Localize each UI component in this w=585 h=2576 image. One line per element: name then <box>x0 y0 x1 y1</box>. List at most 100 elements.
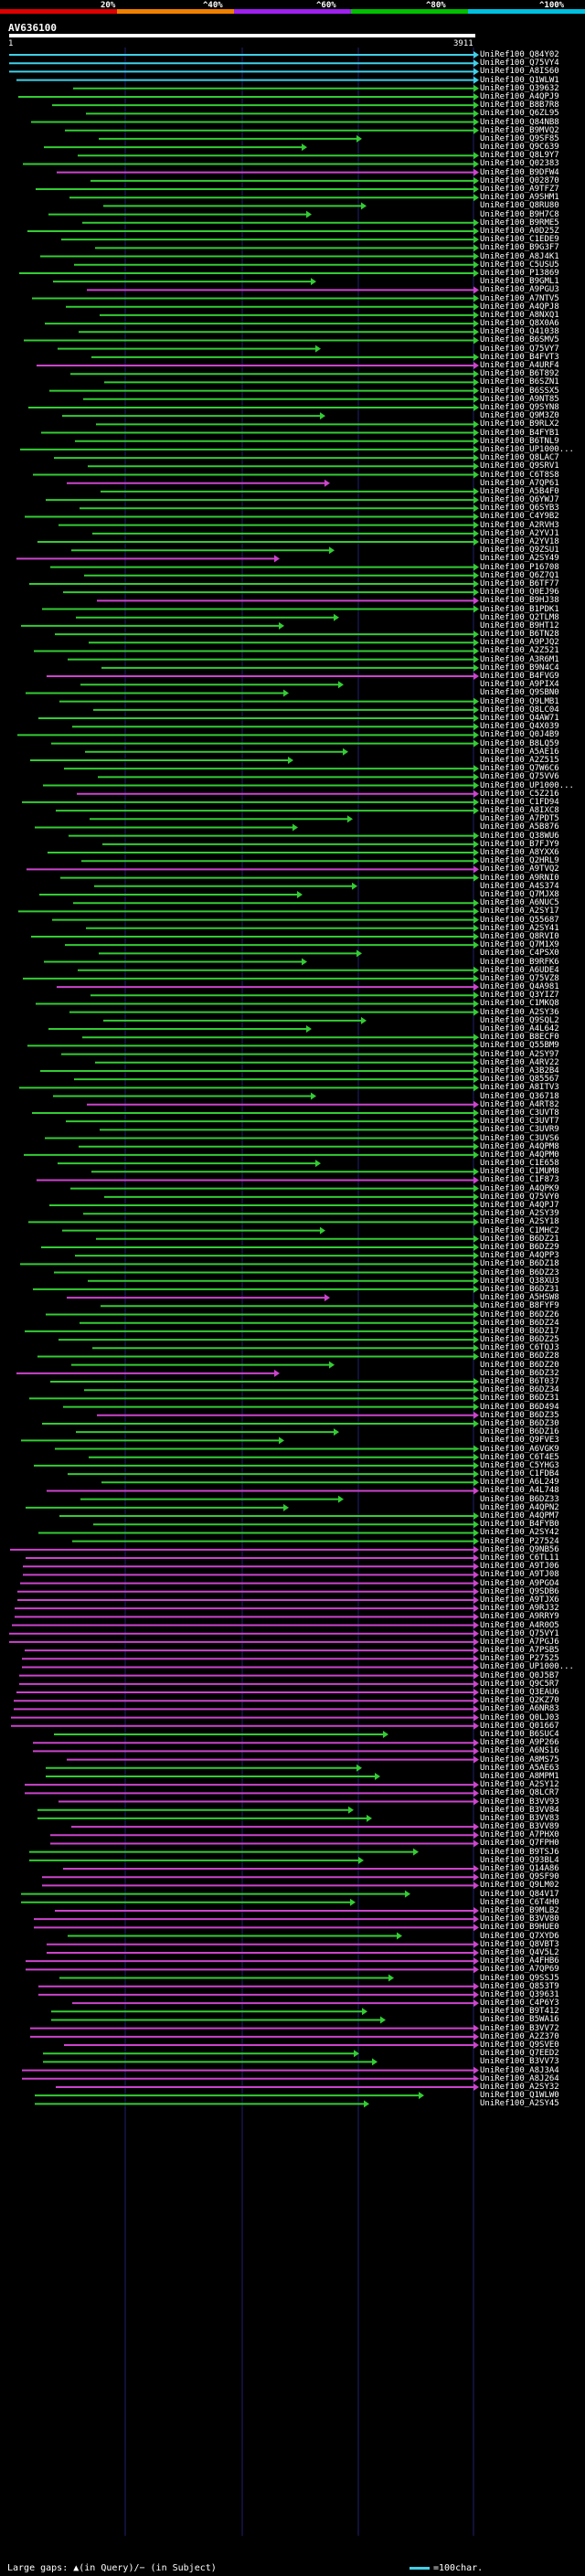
hit-label[interactable]: UniRef100_B6SSX5 <box>480 386 559 396</box>
hit-label[interactable]: UniRef100_Q0J4B9 <box>480 730 559 740</box>
hit-label[interactable]: UniRef100_B9H7C8 <box>480 209 559 219</box>
hit-label[interactable]: UniRef100_B6TNL9 <box>480 436 559 446</box>
hit-label[interactable]: UniRef100_A8NXQ1 <box>480 310 559 320</box>
hit-label[interactable]: UniRef100_B8B7R8 <box>480 101 559 111</box>
hit-label[interactable]: UniRef100_A4QPK9 <box>480 1183 559 1193</box>
hit-label[interactable]: UniRef100_A4RT82 <box>480 1099 559 1109</box>
hit-label[interactable]: UniRef100_B4FVT3 <box>480 352 559 362</box>
hit-label[interactable]: UniRef100_B6T037 <box>480 1377 559 1387</box>
hit-label[interactable]: UniRef100_Q7EED2 <box>480 2049 559 2059</box>
hit-label[interactable]: UniRef100_C1MUM8 <box>480 1167 559 1177</box>
hit-label[interactable]: UniRef100_Q9LMB1 <box>480 696 559 706</box>
hit-label[interactable]: UniRef100_A3R6M1 <box>480 654 559 664</box>
hit-label[interactable]: UniRef100_A2SY39 <box>480 1209 559 1219</box>
hit-label[interactable]: UniRef100_A8MPM1 <box>480 1771 559 1781</box>
hit-label[interactable]: UniRef100_A2SY18 <box>480 1217 559 1227</box>
hit-label[interactable]: UniRef100_A0D25Z <box>480 226 559 236</box>
hit-label[interactable]: UniRef100_Q9SQL2 <box>480 1015 559 1025</box>
hit-label[interactable]: UniRef100_Q3EAU6 <box>480 1688 559 1698</box>
hit-label[interactable]: UniRef100_A6VGK9 <box>480 1444 559 1454</box>
hit-label[interactable]: UniRef100_B9RLX2 <box>480 419 559 429</box>
hit-label[interactable]: UniRef100_Q75VY4 <box>480 58 559 69</box>
hit-label[interactable]: UniRef100_B9T412 <box>480 2007 559 2017</box>
hit-label[interactable]: UniRef100_B1PDK1 <box>480 604 559 614</box>
hit-label[interactable]: UniRef100_A2SY42 <box>480 1528 559 1538</box>
hit-label[interactable]: UniRef100_Q02383 <box>480 159 559 169</box>
hit-label[interactable]: UniRef100_Q1WLW0 <box>480 2091 559 2101</box>
hit-label[interactable]: UniRef100_Q7MJX8 <box>480 890 559 899</box>
hit-label[interactable]: UniRef100_Q3YIZ7 <box>480 991 559 1001</box>
hit-label[interactable]: UniRef100_B4FVG9 <box>480 672 559 682</box>
hit-label[interactable]: UniRef100_A9PJQ2 <box>480 638 559 648</box>
hit-label[interactable]: UniRef100_B6TF77 <box>480 578 559 588</box>
hit-label[interactable]: UniRef100_A8MS75 <box>480 1754 559 1765</box>
hit-label[interactable]: UniRef100_A9TJX6 <box>480 1595 559 1605</box>
hit-label[interactable]: UniRef100_Q9C5R7 <box>480 1679 559 1689</box>
hit-label[interactable]: UniRef100_B6DZ35 <box>480 1410 559 1420</box>
hit-label[interactable]: UniRef100_A9P266 <box>480 1738 559 1748</box>
hit-label[interactable]: UniRef100_B6TN28 <box>480 630 559 640</box>
hit-label[interactable]: UniRef100_B6DZ34 <box>480 1385 559 1395</box>
hit-label[interactable]: UniRef100_Q7W6C6 <box>480 764 559 774</box>
hit-label[interactable]: UniRef100_B6DZ23 <box>480 1267 559 1277</box>
hit-label[interactable]: UniRef100_Q75VY1 <box>480 1628 559 1638</box>
hit-label[interactable]: UniRef100_B6DZ18 <box>480 1259 559 1269</box>
hit-label[interactable]: UniRef100_B3VV73 <box>480 2057 559 2067</box>
hit-label[interactable]: UniRef100_A4URF4 <box>480 361 559 371</box>
hit-label[interactable]: UniRef100_A4QPP3 <box>480 1251 559 1261</box>
hit-label[interactable]: UniRef100_C1EDE9 <box>480 235 559 245</box>
hit-label[interactable]: UniRef100_Q1WLW1 <box>480 75 559 85</box>
hit-label[interactable]: UniRef100_B6DZ26 <box>480 1309 559 1320</box>
hit-label[interactable]: UniRef100_Q9M3Z0 <box>480 411 559 421</box>
hit-label[interactable]: UniRef100_B8LQ59 <box>480 738 559 748</box>
hit-label[interactable]: UniRef100_A2SY41 <box>480 923 559 933</box>
hit-label[interactable]: UniRef100_A9NT85 <box>480 394 559 404</box>
hit-label[interactable]: UniRef100_Q55687 <box>480 915 559 925</box>
hit-label[interactable]: UniRef100_Q6Z7Q1 <box>480 570 559 580</box>
hit-label[interactable]: UniRef100_C5USU5 <box>480 260 559 270</box>
hit-label[interactable]: UniRef100_Q0J5B7 <box>480 1670 559 1680</box>
hit-label[interactable]: UniRef100_A9TVQ2 <box>480 864 559 875</box>
hit-label[interactable]: UniRef100_B6DZ24 <box>480 1318 559 1328</box>
hit-label[interactable]: UniRef100_B3VV83 <box>480 1813 559 1823</box>
hit-label[interactable]: UniRef100_B8FYF9 <box>480 1301 559 1311</box>
hit-label[interactable]: UniRef100_Q84Y02 <box>480 50 559 59</box>
hit-label[interactable]: UniRef100_Q8L9Y7 <box>480 151 559 161</box>
hit-label[interactable]: UniRef100_A4R0O5 <box>480 1620 559 1630</box>
hit-label[interactable]: UniRef100_Q01667 <box>480 1721 559 1731</box>
hit-label[interactable]: UniRef100_B6D494 <box>480 1402 559 1412</box>
hit-label[interactable]: UniRef100_A2SY97 <box>480 1049 559 1059</box>
hit-label[interactable]: UniRef100_P27525 <box>480 1654 559 1664</box>
hit-label[interactable]: UniRef100_A9PGU3 <box>480 285 559 295</box>
hit-label[interactable]: UniRef100_Q75VV6 <box>480 772 559 782</box>
hit-label[interactable]: UniRef100_A8J4K1 <box>480 251 559 261</box>
hit-label[interactable]: UniRef100_Q9LM02 <box>480 1881 559 1891</box>
hit-label[interactable]: UniRef100_B6SMV5 <box>480 335 559 345</box>
hit-label[interactable]: UniRef100_Q4X039 <box>480 722 559 732</box>
hit-label[interactable]: UniRef100_A6NS16 <box>480 1746 559 1756</box>
hit-label[interactable]: UniRef100_A8YXX6 <box>480 848 559 858</box>
hit-label[interactable]: UniRef100_B9HJ38 <box>480 596 559 606</box>
hit-label[interactable]: UniRef100_B9RME5 <box>480 217 559 228</box>
hit-label[interactable]: UniRef100_B9RFK6 <box>480 957 559 967</box>
hit-label[interactable]: UniRef100_A2YV18 <box>480 537 559 547</box>
hit-label[interactable]: UniRef100_B6DZ31 <box>480 1394 559 1404</box>
hit-label[interactable]: UniRef100_Q8LCR7 <box>480 1788 559 1798</box>
hit-label[interactable]: UniRef100_B9HUE0 <box>480 1923 559 1933</box>
hit-label[interactable]: UniRef100_Q9FVE3 <box>480 1436 559 1446</box>
hit-label[interactable]: UniRef100_C3UVT7 <box>480 1117 559 1127</box>
hit-label[interactable]: UniRef100_Q9SYN8 <box>480 402 559 412</box>
hit-label[interactable]: UniRef100_B6DZ21 <box>480 1234 559 1244</box>
hit-label[interactable]: UniRef100_A4QPJ8 <box>480 302 559 312</box>
hit-label[interactable]: UniRef100_Q85567 <box>480 1075 559 1085</box>
hit-label[interactable]: UniRef100_Q38XU3 <box>480 1276 559 1286</box>
hit-label[interactable]: UniRef100_C5YHG3 <box>480 1460 559 1470</box>
hit-label[interactable]: UniRef100_Q02870 <box>480 175 559 186</box>
hit-label[interactable]: UniRef100_Q8RU80 <box>480 201 559 211</box>
hit-label[interactable]: UniRef100_C5Z216 <box>480 789 559 799</box>
hit-label[interactable]: UniRef100_A4FHB6 <box>480 1956 559 1966</box>
hit-label[interactable]: UniRef100_Q84NB8 <box>480 117 559 127</box>
hit-label[interactable]: UniRef100_B9TSJ6 <box>480 1847 559 1857</box>
hit-label[interactable]: UniRef100_Q75VZ8 <box>480 973 559 983</box>
hit-label[interactable]: UniRef100_Q4V5L2 <box>480 1947 559 1957</box>
